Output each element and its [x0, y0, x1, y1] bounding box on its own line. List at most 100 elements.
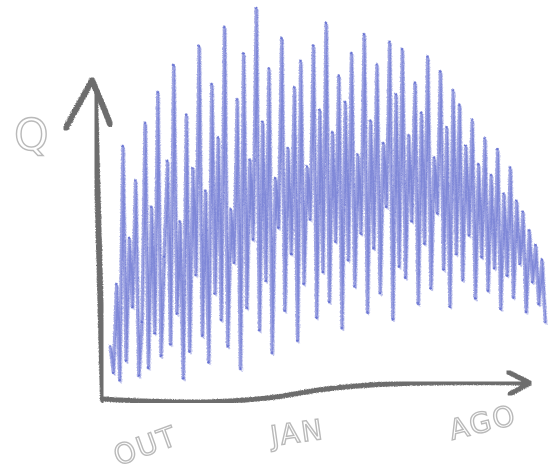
x-tick-label-jan: JAN: [266, 413, 326, 453]
data-point: [204, 189, 207, 192]
data-point: [140, 320, 143, 324]
data-point: [518, 262, 521, 266]
data-point: [340, 326, 343, 330]
data-point: [381, 141, 385, 145]
data-point: [150, 205, 153, 209]
data-point: [226, 345, 229, 348]
data-point: [134, 179, 137, 182]
data-point: [312, 44, 315, 47]
data-point: [178, 220, 182, 223]
data-point: [537, 303, 540, 306]
data-point: [127, 236, 131, 240]
data-point: [531, 280, 534, 284]
data-point: [445, 126, 448, 129]
data-point: [543, 321, 547, 324]
data-point: [448, 305, 451, 308]
data-point: [108, 344, 112, 348]
data-point: [175, 312, 178, 315]
data-point: [153, 332, 156, 335]
data-point: [115, 283, 118, 286]
data-point: [283, 309, 286, 312]
data-point: [181, 377, 185, 380]
data-point: [458, 103, 461, 107]
data-point: [131, 305, 134, 309]
data-point: [273, 177, 277, 180]
data-point: [289, 252, 293, 255]
data-point: [172, 64, 175, 67]
data-point: [277, 226, 280, 229]
data-point: [502, 192, 505, 195]
data-point: [239, 367, 242, 370]
data-point: [207, 361, 210, 364]
data-point: [169, 343, 172, 346]
y-axis: [92, 92, 106, 403]
data-point: [296, 339, 299, 342]
data-point: [477, 163, 480, 166]
data-point: [197, 44, 201, 48]
data-point: [210, 82, 213, 86]
data-point: [324, 21, 328, 25]
data-point: [496, 148, 499, 151]
data-point: [299, 59, 302, 63]
data-point: [420, 111, 423, 114]
data-point: [137, 374, 140, 377]
data-point: [350, 51, 353, 55]
data-point: [118, 379, 121, 382]
data-point: [280, 37, 283, 40]
x-tick-label-out: OUT: [109, 419, 182, 471]
data-point: [505, 274, 509, 277]
data-point: [213, 292, 216, 295]
data-point: [512, 296, 515, 299]
data-point: [486, 289, 489, 292]
data-point: [391, 318, 394, 321]
data-point: [162, 255, 166, 258]
data-point: [235, 98, 239, 101]
data-point: [346, 258, 350, 262]
data-point: [356, 153, 359, 156]
data-point: [451, 88, 455, 92]
data-point: [369, 119, 372, 122]
data-point: [410, 220, 413, 223]
data-point: [521, 210, 524, 214]
data-point: [327, 300, 331, 304]
series-layer: [108, 6, 548, 384]
data-point: [302, 282, 305, 285]
data-point: [442, 268, 445, 271]
data-point: [267, 67, 270, 70]
data-point: [242, 52, 245, 55]
data-point: [416, 302, 420, 305]
y-axis-arrow-icon: [63, 77, 113, 131]
data-point: [435, 212, 439, 215]
data-point: [124, 359, 128, 362]
data-point: [461, 278, 464, 282]
data-point: [439, 70, 442, 73]
data-point: [394, 93, 397, 96]
data-point: [366, 311, 369, 314]
data-point: [464, 144, 467, 147]
data-point: [254, 6, 258, 10]
data-point: [375, 63, 378, 66]
data-point: [508, 166, 512, 169]
data-point: [293, 86, 296, 89]
data-point: [400, 48, 404, 51]
data-point: [200, 334, 204, 337]
data-point: [407, 134, 410, 137]
data-point: [534, 243, 537, 247]
data-point: [473, 297, 477, 300]
data-point: [146, 366, 150, 369]
data-point: [527, 229, 531, 232]
data-point: [286, 146, 289, 150]
data-point: [216, 136, 220, 139]
data-point: [232, 261, 235, 264]
data-point: [343, 100, 347, 104]
data-point: [315, 316, 318, 319]
data-point: [413, 81, 416, 85]
data-point: [385, 205, 388, 208]
data-point: [185, 113, 188, 117]
data-point: [159, 354, 162, 358]
data-point: [388, 40, 391, 43]
data-point: [156, 90, 159, 94]
data-point: [166, 159, 169, 163]
data-point: [470, 118, 474, 121]
